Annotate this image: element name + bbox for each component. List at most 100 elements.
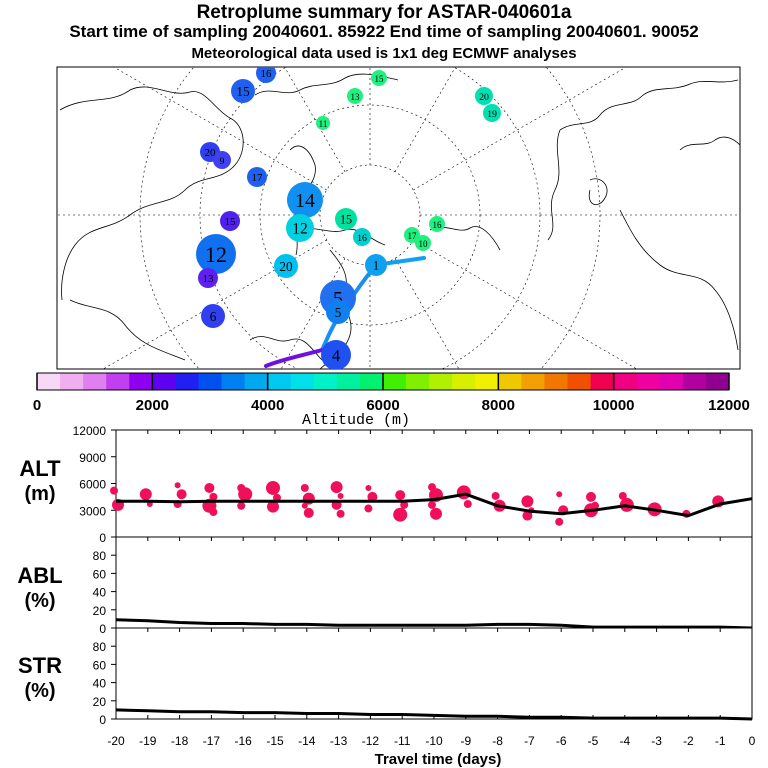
alt-scatter-point (555, 517, 564, 526)
meridian-line (394, 258, 460, 369)
y-tick-label: 60 (93, 658, 107, 672)
colorbar-swatch (290, 373, 315, 390)
alt-scatter-point (209, 508, 218, 517)
map-marker-bubble (475, 87, 493, 105)
colorbar-tick-label: 12000 (708, 397, 750, 414)
map-marker-label: 20 (479, 92, 489, 103)
colorbar-swatch (590, 373, 615, 390)
colorbar-tick-label: 0 (33, 397, 41, 414)
meridian-line (113, 67, 327, 191)
x-tick-label: -4 (619, 734, 630, 748)
colorbar-swatch (359, 373, 384, 390)
alt-scatter-point (110, 486, 118, 495)
map-marker-label: 5 (333, 288, 343, 310)
map-marker-bubble (231, 79, 255, 103)
map-marker-label: 16 (433, 220, 443, 230)
colorbar-swatch (106, 373, 130, 390)
colorbar-tick-label: 4000 (251, 397, 284, 414)
map-marker-bubble (429, 216, 445, 232)
map-marker-label: 13 (203, 273, 215, 285)
map-marker-label: 5 (335, 305, 342, 320)
colorbar-swatch (659, 373, 684, 390)
map-marker-label: 20 (205, 147, 217, 159)
y-tick-label: 20 (93, 604, 107, 618)
alt-scatter-point (395, 490, 406, 501)
x-tick-label: -12 (362, 734, 380, 748)
meridian-line (413, 67, 627, 191)
map-marker-label: 15 (225, 216, 237, 228)
map-marker-label: 15 (340, 212, 352, 226)
map-marker-bubble (213, 151, 231, 169)
colorbar-swatch (429, 373, 453, 390)
alt-scatter-point (336, 509, 345, 518)
y-tick-label: 40 (93, 677, 107, 691)
alt-scatter-point (266, 480, 280, 495)
map-marker-bubble (274, 254, 298, 278)
map-marker-bubble (321, 340, 351, 369)
alt-scatter-point (365, 484, 372, 491)
map-panel: 1615209171415126151620121315542019131615… (56, 66, 741, 370)
x-tick-label: -19 (139, 734, 157, 748)
str-panel-label: STR (18, 653, 62, 678)
str-panel: STR (%) 80 60 40 20 0 (18, 627, 753, 727)
colorbar-swatch (313, 373, 338, 390)
alt-scatter-point (456, 485, 471, 500)
x-tick-label: -2 (683, 734, 694, 748)
alt-scatter-point (337, 492, 344, 499)
colorbar-swatch (221, 373, 246, 390)
alt-scatter-point (303, 507, 314, 518)
map-marker-bubble (347, 88, 363, 104)
alt-scatter-point (204, 482, 215, 493)
colorbar-tick-label: 8000 (482, 397, 515, 414)
map-marker-label: 15 (375, 74, 385, 84)
x-tick-label: 0 (749, 734, 756, 748)
colorbar-swatch (705, 373, 730, 390)
alt-panel-unit: (m) (24, 483, 55, 505)
map-marker-label: 1 (373, 258, 379, 272)
map-marker-bubble (247, 167, 267, 187)
map-marker-label: 17 (408, 231, 418, 241)
colorbar-swatch (452, 373, 476, 390)
alt-scatter-point (428, 500, 436, 509)
map-marker-bubble (371, 70, 387, 86)
colorbar-tick-label: 6000 (366, 397, 399, 414)
colorbar-swatch (83, 373, 107, 390)
alt-y-ticks: 12000 9000 6000 3000 0 (73, 424, 116, 545)
alt-scatter-point (367, 491, 378, 502)
map-marker-label: 12 (292, 221, 307, 238)
map-marker-bubble (335, 208, 357, 230)
alt-scatter (110, 480, 725, 526)
map-marker-bubble (287, 182, 323, 218)
x-tick-label: -15 (266, 734, 284, 748)
y-tick-label: 60 (93, 567, 107, 581)
alt-scatter-point (267, 500, 279, 513)
x-tick-label: -13 (330, 734, 348, 748)
colorbar-swatch (37, 373, 61, 390)
map-marker-label: 13 (351, 92, 361, 102)
x-tick-label: -18 (171, 734, 189, 748)
map-frame (56, 66, 741, 370)
y-tick-label: 6000 (79, 478, 106, 492)
colorbar-swatch (60, 373, 84, 390)
x-tick-label: -14 (298, 734, 316, 748)
x-tick-label: -11 (394, 734, 411, 748)
map-marker-bubble (365, 254, 387, 276)
y-tick-label: 3000 (79, 504, 106, 518)
alt-scatter-point (521, 495, 534, 508)
y-tick-label: 80 (93, 640, 107, 654)
map-marker-bubble (415, 235, 431, 251)
colorbar-swatch (152, 373, 176, 390)
meridian-line (413, 239, 638, 369)
map-marker-bubble (286, 214, 314, 242)
map-marker-bubble (316, 116, 330, 130)
alt-scatter-point (491, 491, 500, 500)
alt-panel-label: ALT (19, 456, 61, 481)
colorbar-swatch (244, 373, 269, 390)
str-frame (115, 627, 753, 720)
alt-scatter-point (393, 507, 408, 522)
y-tick-label: 40 (93, 586, 107, 600)
abl-panel-unit: (%) (24, 590, 55, 612)
y-tick-label: 20 (93, 695, 107, 709)
alt-scatter-point (522, 510, 533, 521)
